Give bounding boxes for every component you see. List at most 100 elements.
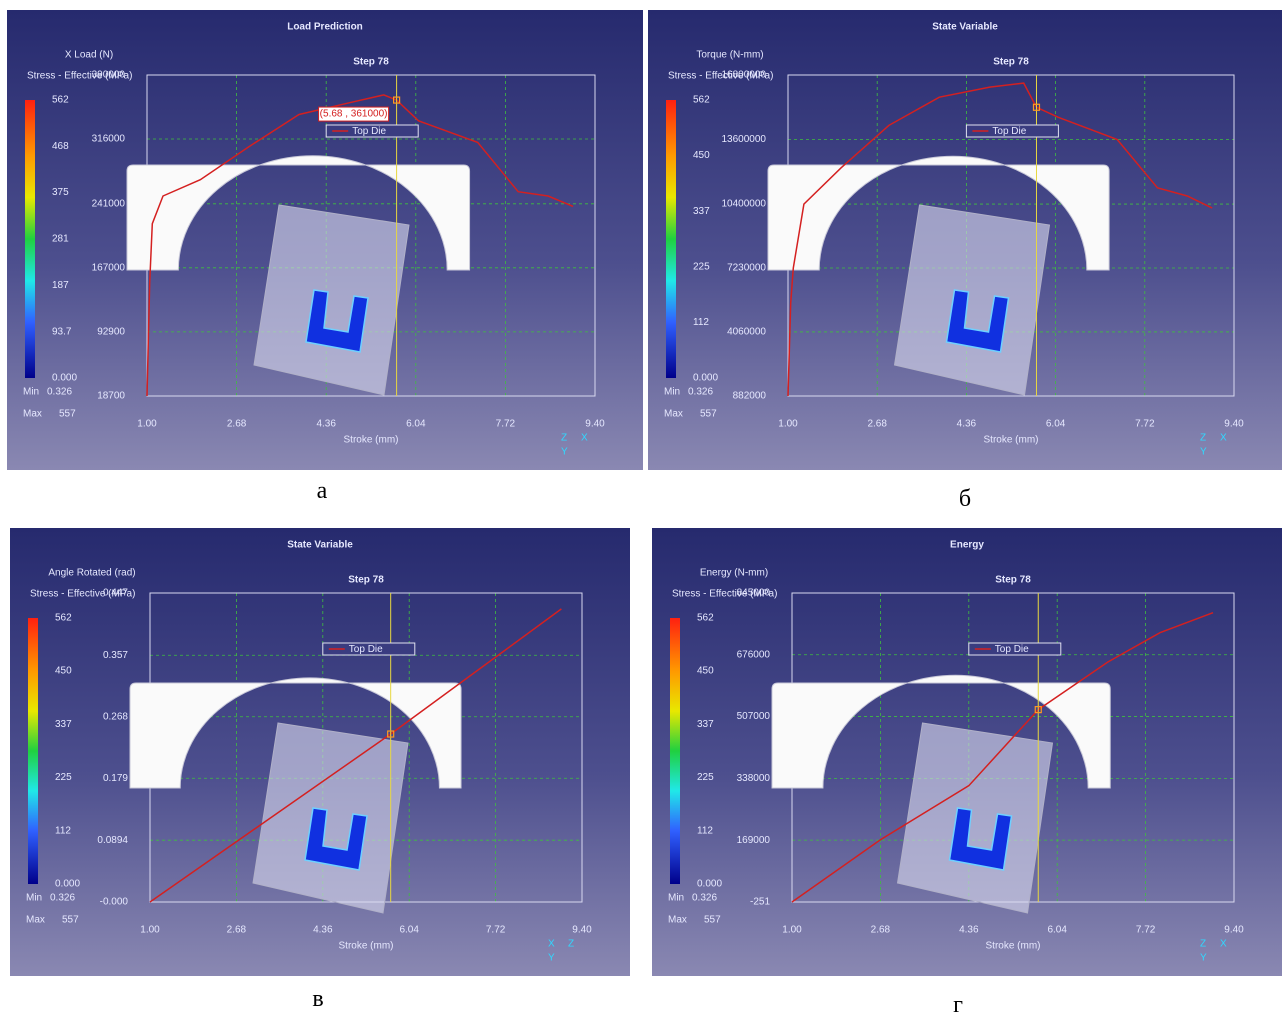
- colorbar-tick-label: 187: [52, 280, 69, 291]
- y-tick-label: 10400000: [722, 199, 767, 210]
- step-label: Step 78: [353, 57, 389, 68]
- chart-title: Load Prediction: [287, 22, 363, 33]
- max-value: 557: [62, 915, 79, 926]
- y-axis-label: Energy (N-mm): [700, 568, 768, 579]
- colorbar-tick-label: 468: [52, 141, 69, 152]
- y-tick-label: -0.000: [100, 897, 129, 908]
- colorbar-tick-label: 337: [697, 719, 714, 730]
- step-label: Step 78: [993, 57, 1029, 68]
- workpiece-model: [895, 205, 1050, 395]
- y-axis-label: Torque (N-mm): [696, 50, 763, 61]
- max-value: 557: [700, 409, 717, 420]
- colorbar-tick-label: 112: [693, 317, 709, 328]
- y-tick-label: 18700: [97, 391, 125, 402]
- workpiece-model: [253, 723, 408, 913]
- triad-label: Z: [568, 939, 574, 950]
- x-tick-label: 2.68: [227, 419, 247, 430]
- step-label: Step 78: [348, 575, 384, 586]
- max-label: Max: [26, 915, 45, 926]
- x-axis-label: Stroke (mm): [344, 435, 399, 446]
- colorbar-tick-label: 375: [52, 187, 69, 198]
- colorbar: [25, 100, 35, 378]
- min-label: Min: [26, 893, 42, 904]
- colorbar-tick-label: 225: [693, 261, 710, 272]
- chart-title: State Variable: [287, 540, 353, 551]
- y-tick-label: 0.357: [103, 650, 128, 661]
- y-tick-label: 676000: [737, 649, 771, 660]
- caption: б: [959, 486, 971, 513]
- x-tick-label: 4.36: [957, 419, 977, 430]
- y-tick-label: 13600000: [722, 134, 767, 145]
- x-tick-label: 9.40: [1224, 925, 1244, 936]
- legend-label: Top Die: [992, 126, 1026, 137]
- colorbar-tick-label: 450: [55, 666, 72, 677]
- x-tick-label: 1.00: [782, 925, 802, 936]
- x-tick-label: 1.00: [137, 419, 157, 430]
- min-value: 0.326: [50, 893, 75, 904]
- y-tick-label: 845000: [737, 588, 771, 599]
- legend-label: Top Die: [352, 126, 386, 137]
- colorbar-tick-label: 450: [693, 150, 710, 161]
- colorbar: [666, 100, 676, 378]
- x-tick-label: 9.40: [585, 419, 605, 430]
- y-tick-label: 338000: [737, 773, 771, 784]
- x-tick-label: 6.04: [399, 925, 419, 936]
- y-tick-label: 0.0894: [97, 835, 128, 846]
- colorbar-tick-label: 112: [55, 826, 71, 837]
- colorbar: [28, 618, 38, 884]
- x-tick-label: 4.36: [316, 419, 336, 430]
- workpiece-model: [898, 723, 1053, 913]
- colorbar-tick-label: 562: [693, 95, 710, 106]
- colorbar-tick-label: 225: [55, 772, 72, 783]
- x-tick-label: 2.68: [871, 925, 891, 936]
- colorbar-tick-label: 0.000: [55, 879, 80, 890]
- min-value: 0.326: [692, 893, 717, 904]
- x-tick-label: 9.40: [572, 925, 592, 936]
- min-label: Min: [664, 387, 680, 398]
- y-tick-label: 0.179: [103, 773, 128, 784]
- y-tick-label: 167000: [92, 262, 126, 273]
- y-tick-label: 316000: [92, 134, 126, 145]
- max-label: Max: [23, 409, 42, 420]
- max-label: Max: [664, 409, 683, 420]
- triad-label: Y: [561, 447, 568, 458]
- page: {"chart_data": [ {"type": "line", "title…: [0, 0, 1282, 1014]
- x-tick-label: 1.00: [778, 419, 798, 430]
- legend-label: Top Die: [349, 644, 383, 655]
- legend-label: Top Die: [995, 644, 1029, 655]
- triad-label: X: [1220, 939, 1227, 950]
- y-tick-label: 4060000: [727, 327, 766, 338]
- caption: а: [317, 478, 328, 505]
- y-tick-label: 0.268: [103, 711, 128, 722]
- annotation: (5.68 , 361000): [320, 109, 388, 120]
- x-tick-label: 6.04: [1046, 419, 1066, 430]
- colorbar-tick-label: 337: [55, 719, 72, 730]
- triad-label: X: [548, 939, 555, 950]
- max-value: 557: [59, 409, 76, 420]
- x-tick-label: 7.72: [486, 925, 506, 936]
- colorbar-tick-label: 562: [52, 95, 69, 106]
- y-tick-label: 16800000: [722, 70, 767, 81]
- x-tick-label: 7.72: [496, 419, 516, 430]
- max-label: Max: [668, 915, 687, 926]
- x-axis-label: Stroke (mm): [984, 435, 1039, 446]
- caption: в: [312, 986, 323, 1013]
- y-tick-label: 92900: [97, 326, 125, 337]
- triad-label: Z: [561, 433, 567, 444]
- y-tick-label: 0.447: [103, 588, 128, 599]
- x-axis-label: Stroke (mm): [339, 941, 394, 952]
- triad-label: Z: [1200, 939, 1206, 950]
- min-value: 0.326: [688, 387, 713, 398]
- chart-title: State Variable: [932, 22, 998, 33]
- colorbar-tick-label: 281: [52, 234, 69, 245]
- colorbar-tick-label: 0.000: [697, 879, 722, 890]
- min-label: Min: [23, 387, 39, 398]
- y-tick-label: 169000: [737, 835, 771, 846]
- x-tick-label: 9.40: [1224, 419, 1244, 430]
- triad-label: Y: [1200, 953, 1207, 964]
- y-tick-label: 882000: [733, 391, 767, 402]
- x-tick-label: 2.68: [227, 925, 247, 936]
